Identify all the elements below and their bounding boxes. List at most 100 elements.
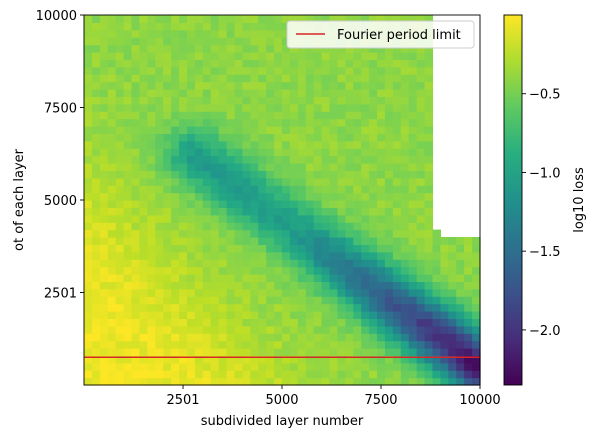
heatmap-cell bbox=[464, 325, 473, 334]
heatmap-cell bbox=[416, 377, 426, 386]
heatmap-cell bbox=[226, 192, 236, 201]
heatmap-cell bbox=[107, 288, 117, 297]
heatmap-cell bbox=[400, 318, 410, 327]
heatmap-cell bbox=[274, 74, 283, 83]
heatmap-cell bbox=[171, 214, 180, 223]
heatmap-cell bbox=[210, 370, 220, 379]
heatmap-cell bbox=[163, 214, 172, 223]
heatmap-cell bbox=[107, 377, 117, 386]
heatmap-cell bbox=[84, 303, 93, 312]
heatmap-cell bbox=[424, 251, 434, 260]
heatmap-cell bbox=[179, 266, 188, 275]
heatmap-cell bbox=[194, 126, 204, 134]
heatmap-cell bbox=[408, 266, 418, 275]
colorbar-gradient bbox=[504, 15, 522, 385]
heatmap-cell bbox=[258, 59, 267, 68]
heatmap-cell bbox=[313, 229, 323, 238]
heatmap-cell bbox=[123, 274, 133, 282]
heatmap-cell bbox=[274, 244, 283, 253]
heatmap-cell bbox=[210, 22, 220, 31]
heatmap-cell bbox=[210, 52, 220, 60]
heatmap-cell bbox=[400, 44, 410, 53]
heatmap-cell bbox=[274, 274, 283, 282]
heatmap-cell bbox=[392, 126, 402, 134]
heatmap-cell bbox=[400, 377, 410, 386]
heatmap-cell bbox=[179, 340, 188, 349]
heatmap-cell bbox=[99, 66, 109, 75]
heatmap-cell bbox=[179, 148, 188, 157]
heatmap-cell bbox=[139, 52, 148, 60]
heatmap-cell bbox=[147, 333, 156, 342]
heatmap-cell bbox=[400, 274, 410, 282]
heatmap-cell bbox=[408, 81, 418, 90]
heatmap-cell bbox=[274, 303, 283, 312]
heatmap-cell bbox=[171, 362, 180, 371]
heatmap-cell bbox=[234, 266, 243, 275]
heatmap-cell bbox=[337, 222, 346, 231]
heatmap-cell bbox=[242, 333, 251, 342]
heatmap-cell bbox=[266, 96, 275, 105]
heatmap-cell bbox=[266, 66, 275, 75]
heatmap-cell bbox=[369, 266, 378, 275]
heatmap-cell bbox=[250, 59, 259, 68]
heatmap-cell bbox=[139, 192, 148, 201]
heatmap-cell bbox=[99, 207, 109, 216]
heatmap-cell bbox=[353, 66, 362, 75]
heatmap-cell bbox=[218, 185, 228, 194]
heatmap-cell bbox=[202, 74, 212, 83]
heatmap-cell bbox=[424, 185, 434, 194]
heatmap-cell bbox=[84, 140, 93, 149]
heatmap-cell bbox=[377, 318, 386, 327]
heatmap-cell bbox=[218, 237, 228, 245]
heatmap-cell bbox=[305, 362, 315, 371]
heatmap-cell bbox=[123, 370, 133, 379]
heatmap-cell bbox=[91, 207, 101, 216]
heatmap-cell bbox=[242, 288, 251, 297]
heatmap-cell bbox=[107, 52, 117, 60]
heatmap-cell bbox=[408, 281, 418, 290]
heatmap-cell bbox=[163, 244, 172, 253]
heatmap-cell bbox=[123, 103, 133, 112]
heatmap-cell bbox=[123, 207, 133, 216]
heatmap-cell bbox=[155, 52, 164, 60]
heatmap-cell bbox=[416, 103, 426, 112]
heatmap-cell bbox=[424, 74, 434, 83]
heatmap-cell bbox=[266, 296, 275, 305]
heatmap-cell bbox=[313, 281, 323, 290]
heatmap-cell bbox=[131, 96, 141, 105]
heatmap-cell bbox=[456, 288, 465, 297]
heatmap-cell bbox=[258, 44, 267, 53]
heatmap-cell bbox=[321, 311, 331, 319]
heatmap-cell bbox=[464, 348, 473, 356]
heatmap-cell bbox=[353, 200, 362, 208]
heatmap-cell bbox=[345, 133, 354, 142]
heatmap-cell bbox=[91, 266, 101, 275]
heatmap-cell bbox=[337, 44, 346, 53]
heatmap-cell bbox=[234, 348, 243, 356]
heatmap-cell bbox=[155, 229, 164, 238]
heatmap-cell bbox=[186, 29, 196, 38]
heatmap-cell bbox=[84, 362, 93, 371]
heatmap-cell bbox=[242, 66, 251, 75]
heatmap-cell bbox=[329, 52, 339, 60]
heatmap-cell bbox=[274, 163, 283, 171]
heatmap-cell bbox=[329, 259, 339, 268]
heatmap-cell bbox=[258, 251, 267, 260]
heatmap-cell bbox=[171, 222, 180, 231]
colorbar: −0.5−1.0−1.5−2.0 log10 loss bbox=[503, 14, 587, 386]
heatmap-cell bbox=[258, 103, 267, 112]
heatmap-cell bbox=[377, 96, 386, 105]
heatmap-cell bbox=[123, 81, 133, 90]
heatmap-cell bbox=[99, 96, 109, 105]
heatmap-cell bbox=[99, 377, 109, 386]
heatmap-cell bbox=[139, 29, 148, 38]
heatmap-cell bbox=[424, 311, 434, 319]
heatmap-cell bbox=[384, 266, 394, 275]
heatmap-cell bbox=[345, 66, 354, 75]
heatmap-cell bbox=[384, 111, 394, 120]
heatmap-cell bbox=[147, 266, 156, 275]
heatmap-cell bbox=[313, 185, 323, 194]
heatmap-cell bbox=[107, 362, 117, 371]
heatmap-cell bbox=[321, 237, 331, 245]
heatmap-cell bbox=[464, 355, 473, 364]
